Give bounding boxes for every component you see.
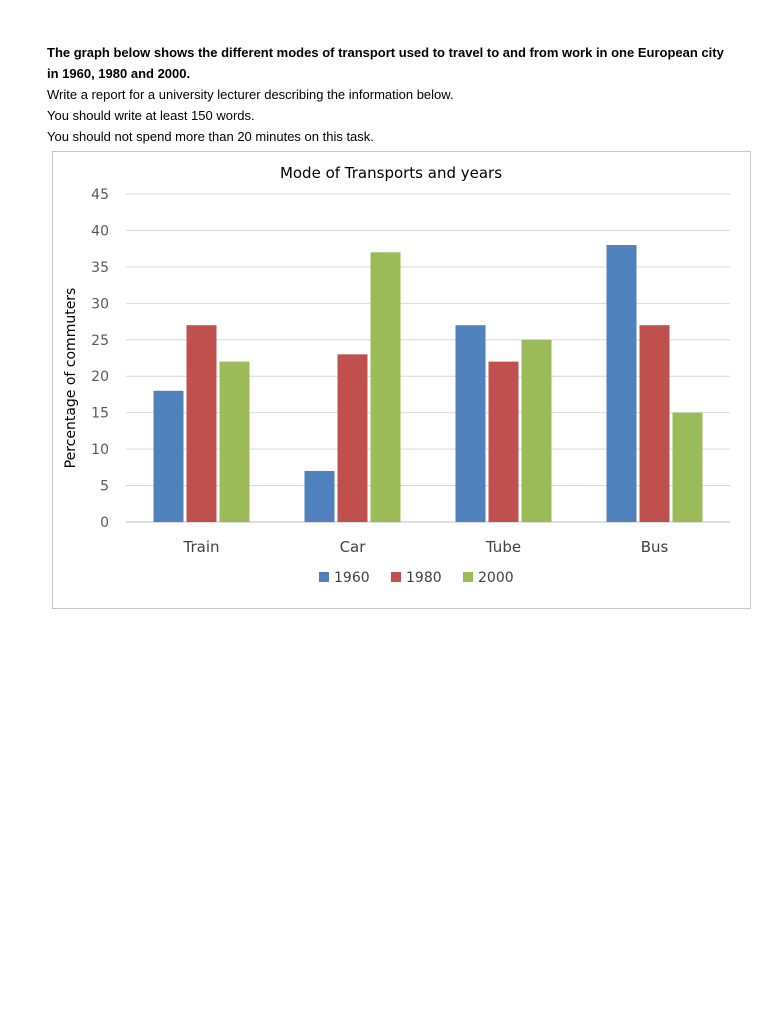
task-line-time: You should not spend more than 20 minute… [47,129,374,144]
x-tick-label: Bus [641,538,669,556]
bar-car-2000 [370,252,401,523]
gridlines [126,193,730,523]
bar-tube-2000 [521,339,552,522]
task-line-words: You should write at least 150 words. [47,108,255,123]
bar-train-2000 [219,361,250,522]
bar-tube-1980 [488,361,519,522]
legend-swatch-2000 [463,572,473,582]
bar-bus-1960 [606,245,637,522]
bar-car-1980 [337,354,368,522]
bars [153,245,703,523]
bar-chart: Mode of Transports and years Percentage … [63,164,730,586]
x-tick-label: Train [183,538,220,556]
y-tick-label: 10 [91,442,109,458]
y-tick-label: 0 [100,515,109,531]
y-tick-label: 20 [91,369,109,385]
x-tick-label: Car [340,538,367,556]
y-tick-label: 35 [91,260,109,276]
bar-train-1960 [153,390,184,522]
legend-label-2000: 2000 [478,570,514,586]
task-line-report: Write a report for a university lecturer… [47,87,454,102]
y-tick-label: 5 [100,479,109,495]
x-tick-label: Tube [485,538,521,556]
y-tick-label: 30 [91,296,109,312]
y-tick-labels: 0 5 10 15 20 25 30 35 40 45 [91,187,109,531]
x-tick-labels: Train Car Tube Bus [183,538,669,556]
y-tick-label: 15 [91,406,109,422]
bar-bus-2000 [672,412,703,522]
bar-tube-1960 [455,325,486,522]
legend: 1960 1980 2000 [319,570,514,586]
y-tick-label: 25 [91,333,109,349]
legend-label-1960: 1960 [334,570,370,586]
y-tick-label: 40 [91,223,109,239]
y-tick-label: 45 [91,187,109,203]
task-instructions: The graph below shows the different mode… [47,42,737,147]
chart-frame: Mode of Transports and years Percentage … [52,151,751,609]
task-intro: The graph below shows the different mode… [47,45,724,81]
legend-label-1980: 1980 [406,570,442,586]
bar-train-1980 [186,325,217,522]
legend-swatch-1960 [319,572,329,582]
chart-title: Mode of Transports and years [280,164,502,182]
bar-bus-1980 [639,325,670,522]
legend-swatch-1980 [391,572,401,582]
bar-car-1960 [304,470,335,522]
y-axis-label: Percentage of commuters [63,288,79,469]
